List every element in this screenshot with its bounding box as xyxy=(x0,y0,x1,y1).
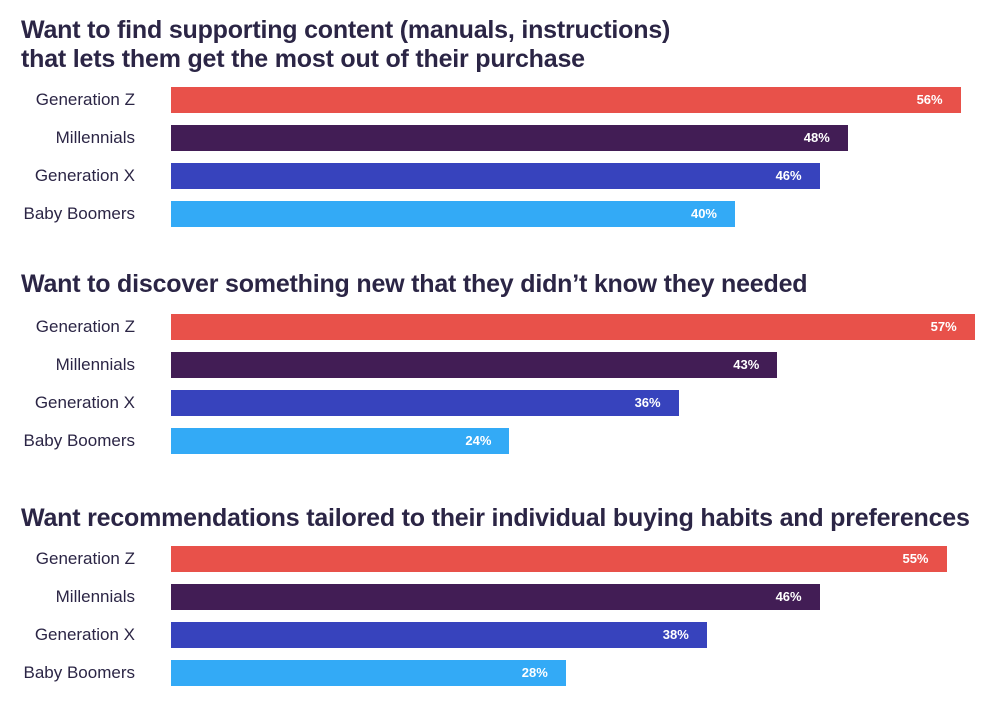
bar-row: Generation X 46% xyxy=(0,163,991,189)
bar: 57% xyxy=(171,314,975,340)
panel-title: Want recommendations tailored to their i… xyxy=(21,504,970,532)
bar-row: Millennials 43% xyxy=(0,352,991,378)
bar-row: Generation Z 56% xyxy=(0,87,991,113)
bar-value-label: 46% xyxy=(775,589,802,604)
category-label: Baby Boomers xyxy=(23,204,136,223)
bar: 46% xyxy=(171,163,820,189)
bar-row: Baby Boomers 40% xyxy=(0,201,991,227)
bar-row: Generation Z 57% xyxy=(0,314,991,340)
bar-row: Millennials 48% xyxy=(0,125,991,151)
panel-title: Want to discover something new that they… xyxy=(21,270,808,298)
bar-row: Generation X 36% xyxy=(0,390,991,416)
bar-value-label: 40% xyxy=(690,206,717,221)
bar: 38% xyxy=(171,622,707,648)
category-label: Generation X xyxy=(34,393,135,412)
bar: 55% xyxy=(171,546,947,572)
category-label: Baby Boomers xyxy=(23,663,136,682)
category-label: Baby Boomers xyxy=(23,431,136,450)
category-label: Generation X xyxy=(34,166,135,185)
bar: 40% xyxy=(171,201,735,227)
bar-value-label: 55% xyxy=(902,551,929,566)
bar: 48% xyxy=(171,125,848,151)
category-label: Generation X xyxy=(34,625,135,644)
bar: 28% xyxy=(171,660,566,686)
category-label: Millennials xyxy=(55,128,135,147)
bar-row: Millennials 46% xyxy=(0,584,991,610)
panel-title: Want to find supporting content (manuals… xyxy=(21,16,671,73)
bar-value-label: 28% xyxy=(521,665,548,680)
bar-row: Generation X 38% xyxy=(0,622,991,648)
category-label: Generation Z xyxy=(35,549,135,568)
bar-value-label: 43% xyxy=(733,357,760,372)
bar-value-label: 24% xyxy=(465,433,492,448)
bar: 36% xyxy=(171,390,679,416)
category-label: Generation Z xyxy=(35,90,135,109)
bar: 46% xyxy=(171,584,820,610)
bar: 43% xyxy=(171,352,778,378)
bar-value-label: 48% xyxy=(803,130,830,145)
bar-value-label: 56% xyxy=(916,92,943,107)
category-label: Millennials xyxy=(55,587,135,606)
bar-row: Baby Boomers 24% xyxy=(0,428,991,454)
bar: 24% xyxy=(171,428,510,454)
bar-value-label: 46% xyxy=(775,168,802,183)
bar: 56% xyxy=(171,87,961,113)
bar-value-label: 38% xyxy=(662,627,689,642)
bar-row: Baby Boomers 28% xyxy=(0,660,991,686)
category-label: Millennials xyxy=(55,355,135,374)
bar-value-label: 57% xyxy=(930,319,957,334)
bar-value-label: 36% xyxy=(634,395,661,410)
bar-row: Generation Z 55% xyxy=(0,546,991,572)
category-label: Generation Z xyxy=(35,317,135,336)
